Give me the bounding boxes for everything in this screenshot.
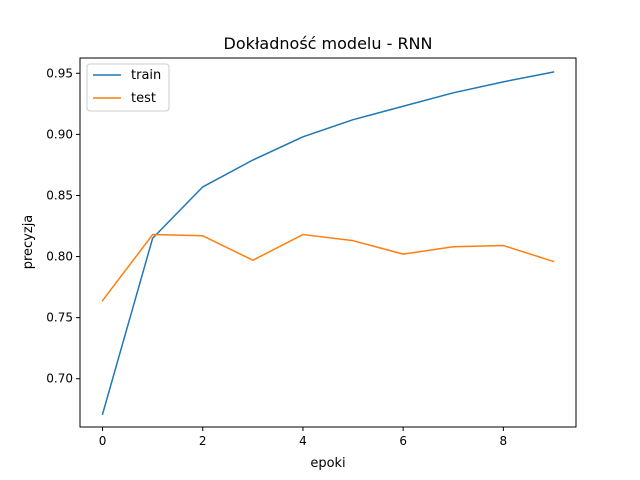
x-tick-label: 4 xyxy=(299,434,307,448)
x-axis: 0 2 4 6 8 xyxy=(99,427,507,448)
x-tick-label: 0 xyxy=(99,434,107,448)
x-tick-label: 8 xyxy=(500,434,508,448)
legend: train test xyxy=(86,63,170,112)
x-axis-label: epoki xyxy=(310,456,345,471)
series-line-test xyxy=(101,233,555,302)
chart-title: Dokładność modelu - RNN xyxy=(224,34,433,53)
y-tick-label: 0.90 xyxy=(46,127,73,141)
plot-area xyxy=(101,71,555,416)
plot-frame xyxy=(79,57,577,428)
x-tick-label: 2 xyxy=(199,434,207,448)
y-tick-label: 0.75 xyxy=(46,311,73,325)
y-axis-label: precyzja xyxy=(21,215,36,270)
y-tick-label: 0.95 xyxy=(46,66,73,80)
y-axis: 0.70 0.75 0.80 0.85 0.90 0.95 xyxy=(46,66,80,386)
legend-label-test: test xyxy=(131,91,156,106)
x-tick-label: 6 xyxy=(399,434,407,448)
y-tick-label: 0.70 xyxy=(46,372,73,386)
y-tick-label: 0.80 xyxy=(46,250,73,264)
y-tick-label: 0.85 xyxy=(46,188,73,202)
series-line-train xyxy=(101,71,555,416)
legend-label-train: train xyxy=(131,68,161,83)
